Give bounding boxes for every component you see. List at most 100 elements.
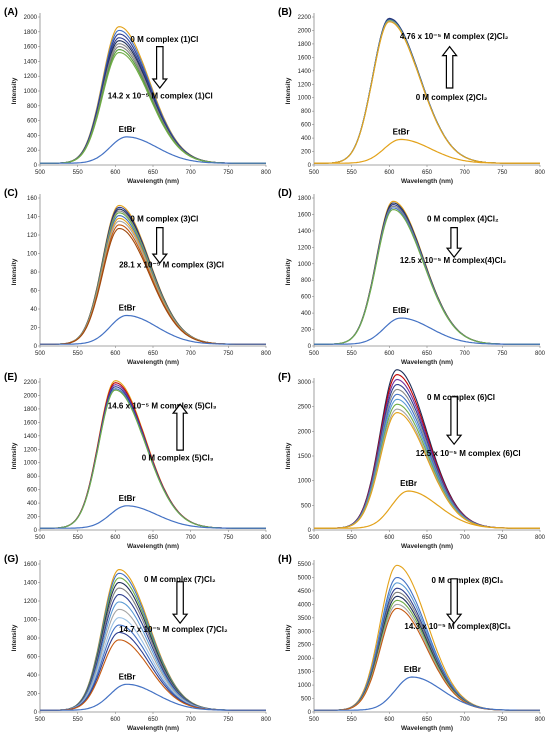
x-axis-label: Wavelength (nm)	[401, 725, 453, 732]
y-tick-label: 0	[34, 344, 38, 350]
y-tick-label: 1200	[24, 74, 38, 80]
x-tick-label: 600	[384, 351, 395, 357]
y-tick-label: 1200	[24, 599, 38, 605]
y-tick-label: 2000	[24, 393, 38, 399]
y-tick-label: 4500	[298, 589, 312, 595]
x-tick-label: 700	[460, 535, 471, 541]
y-tick-label: 3500	[298, 616, 312, 622]
etbr-spectrum-line	[40, 683, 266, 711]
x-tick-label: 800	[261, 351, 272, 357]
y-tick-label: 200	[27, 515, 38, 521]
y-axis-label: Intensity	[11, 77, 18, 104]
y-tick-label: 2000	[24, 15, 38, 21]
end-concentration-label: 12.5 x 10⁻⁵ M complex (6)Cl	[416, 449, 521, 458]
y-tick-label: 1500	[298, 454, 312, 460]
arrow-up-icon	[171, 403, 189, 451]
x-tick-label: 600	[110, 351, 121, 357]
y-tick-label: 140	[27, 215, 38, 221]
chart-svg: (C) 0 20 40 60 80 100 120 140 160 500 550 600 650 700 7…	[4, 188, 272, 366]
y-axis-label: Intensity	[285, 624, 292, 651]
start-concentration-label: 0 M complex (2)Cl₂	[416, 93, 488, 102]
y-tick-label: 2200	[298, 15, 312, 21]
y-axis-label: Intensity	[285, 77, 292, 104]
y-tick-label: 5000	[298, 575, 312, 581]
x-tick-label: 700	[186, 351, 197, 357]
x-tick-label: 750	[223, 535, 234, 541]
y-tick-label: 800	[27, 474, 38, 480]
y-tick-label: 1400	[24, 59, 38, 65]
arrow-down-icon	[171, 581, 189, 625]
y-tick-label: 2500	[298, 405, 312, 411]
y-tick-label: 500	[301, 697, 312, 703]
x-tick-label: 600	[110, 170, 121, 176]
panel-label: (D)	[278, 188, 292, 199]
x-tick-label: 500	[309, 351, 320, 357]
arrow-down-icon	[151, 226, 169, 265]
panel-label: (H)	[278, 554, 292, 565]
y-tick-label: 1000	[298, 683, 312, 689]
y-tick-label: 1800	[298, 196, 312, 202]
x-axis-label: Wavelength (nm)	[127, 178, 179, 185]
x-tick-label: 500	[35, 351, 46, 357]
y-tick-label: 600	[27, 488, 38, 494]
y-tick-label: 1400	[24, 581, 38, 587]
x-tick-label: 700	[460, 717, 471, 723]
start-concentration-label: 0 M complex (8)Cl₃	[432, 576, 504, 585]
x-tick-label: 650	[148, 717, 159, 723]
x-tick-label: 600	[384, 170, 395, 176]
chart-panel-5: (E) 0 200 400 600 800 1000 1200 1400 1600 1800 2000…	[4, 370, 272, 550]
panel-label: (G)	[4, 554, 18, 565]
y-tick-label: 1500	[298, 670, 312, 676]
spectrum-line	[40, 52, 266, 164]
x-tick-label: 700	[186, 170, 197, 176]
x-tick-label: 650	[422, 535, 433, 541]
spectrum-line	[314, 393, 540, 529]
chart-svg: (D) 0 200 400 600 800 1000 1200 1400 1600 1800 500 5…	[278, 188, 546, 366]
x-tick-label: 550	[347, 170, 358, 176]
end-concentration-label: 14.7 x 10⁻⁵ M complex (7)Cl₂	[119, 625, 228, 634]
panel-label: (E)	[4, 372, 17, 383]
x-tick-label: 550	[73, 535, 84, 541]
y-tick-label: 1400	[298, 69, 312, 75]
x-tick-label: 550	[73, 717, 84, 723]
start-concentration-label: 0 M complex (6)Cl	[427, 393, 495, 402]
end-concentration-label: 14.3 x 10⁻⁵ M complex(8)Cl₃	[404, 622, 511, 631]
chart-panel-8: (H) 0 500 1000 1500 2000 2500 3000 3500 4000 4500 5…	[278, 552, 546, 732]
x-tick-label: 650	[422, 717, 433, 723]
etbr-label: EtBr	[119, 125, 136, 134]
x-tick-label: 750	[223, 717, 234, 723]
x-tick-label: 750	[497, 170, 508, 176]
arrow-down-icon	[445, 396, 463, 446]
y-tick-label: 2000	[298, 656, 312, 662]
spectrum-line	[314, 595, 540, 711]
y-tick-label: 400	[27, 673, 38, 679]
x-tick-label: 700	[460, 351, 471, 357]
y-axis-label: Intensity	[285, 258, 292, 285]
arrow-down-icon	[445, 578, 463, 625]
x-tick-label: 500	[309, 717, 320, 723]
y-tick-label: 400	[27, 133, 38, 139]
y-tick-label: 200	[27, 692, 38, 698]
chart-svg: (B) 0 200 400 600 800 1000 1200 1400 1600 1800 2000…	[278, 7, 546, 185]
chart-panel-1: (A) 0 200 400 600 800 1000 1200 1400 1600 1800 2000…	[4, 5, 272, 185]
y-axis-label: Intensity	[285, 442, 292, 469]
x-tick-label: 550	[347, 535, 358, 541]
x-tick-label: 550	[73, 351, 84, 357]
panel-label: (F)	[278, 372, 291, 383]
etbr-spectrum-line	[314, 317, 540, 345]
etbr-spectrum-line	[40, 314, 266, 345]
panel-label: (B)	[278, 7, 292, 18]
spectrum-line	[314, 403, 540, 529]
x-tick-label: 750	[497, 717, 508, 723]
y-tick-label: 200	[27, 148, 38, 154]
spectrum-line	[314, 599, 540, 711]
y-tick-label: 1200	[24, 447, 38, 453]
arrow-up-icon	[441, 45, 458, 89]
etbr-spectrum-line	[314, 138, 540, 164]
x-axis-label: Wavelength (nm)	[127, 543, 179, 550]
x-tick-label: 700	[186, 717, 197, 723]
chart-panel-3: (C) 0 20 40 60 80 100 120 140 160 500 550 600 650 700 7…	[4, 186, 272, 366]
etbr-spectrum-line	[40, 505, 266, 529]
x-axis-label: Wavelength (nm)	[401, 543, 453, 550]
chart-svg: (A) 0 200 400 600 800 1000 1200 1400 1600 1800 2000…	[4, 7, 272, 185]
